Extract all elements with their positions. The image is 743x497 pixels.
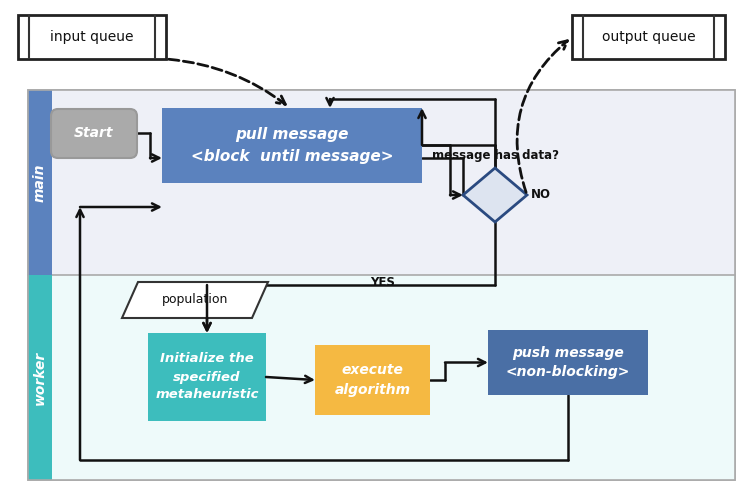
- FancyBboxPatch shape: [18, 15, 166, 59]
- Text: pull message
<block  until message>: pull message <block until message>: [191, 127, 393, 164]
- FancyBboxPatch shape: [162, 108, 422, 183]
- FancyBboxPatch shape: [28, 275, 52, 480]
- Text: NO: NO: [531, 188, 551, 201]
- Text: Start: Start: [74, 126, 114, 140]
- Text: push message
<non-blocking>: push message <non-blocking>: [506, 346, 630, 379]
- Text: input queue: input queue: [51, 30, 134, 44]
- Text: main: main: [33, 164, 47, 202]
- Text: worker: worker: [33, 351, 47, 405]
- FancyBboxPatch shape: [28, 90, 735, 275]
- Text: Initialize the
specified
metaheuristic: Initialize the specified metaheuristic: [155, 352, 259, 402]
- FancyBboxPatch shape: [28, 90, 735, 480]
- FancyBboxPatch shape: [572, 15, 725, 59]
- Text: population: population: [162, 294, 228, 307]
- Text: message has data?: message has data?: [432, 149, 559, 162]
- Text: YES: YES: [370, 275, 395, 288]
- Text: output queue: output queue: [602, 30, 695, 44]
- FancyBboxPatch shape: [28, 90, 52, 275]
- FancyBboxPatch shape: [51, 109, 137, 158]
- Polygon shape: [463, 168, 527, 222]
- Text: execute
algorithm: execute algorithm: [334, 363, 411, 397]
- FancyBboxPatch shape: [315, 345, 430, 415]
- Polygon shape: [122, 282, 268, 318]
- FancyBboxPatch shape: [148, 333, 266, 421]
- FancyBboxPatch shape: [488, 330, 648, 395]
- FancyBboxPatch shape: [28, 275, 735, 480]
